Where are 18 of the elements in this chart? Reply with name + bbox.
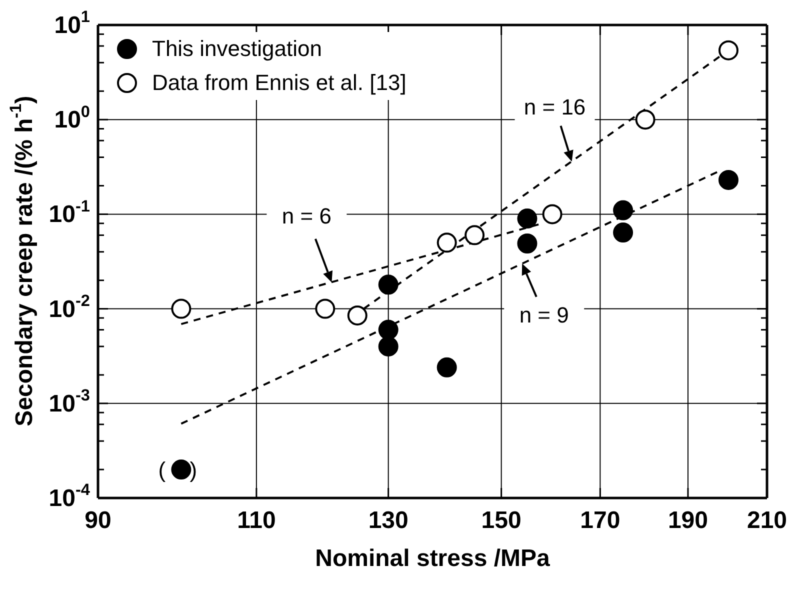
legend-label: Data from Ennis et al. [13] — [152, 70, 406, 96]
x-tick-label: 190 — [668, 507, 708, 534]
x-tick-label: 110 — [237, 507, 276, 534]
y-tick-label: 10$^{1}$ — [54, 8, 90, 39]
x-tick-label: 150 — [481, 507, 522, 534]
annotation: ( ) — [158, 458, 206, 483]
annotation: n = 16 — [524, 94, 586, 120]
x-tick-label: 130 — [368, 507, 408, 534]
x-tick-label: 170 — [580, 507, 620, 534]
annotation: n = 6 — [282, 203, 332, 228]
y-tick-label: 10$^{0}$ — [54, 102, 90, 134]
legend-label: This investigation — [152, 36, 322, 62]
y-tick-label: 10$^{-3}$ — [48, 386, 90, 418]
x-axis-title: Nominal stress /MPa — [315, 545, 551, 572]
annotation: n = 9 — [519, 302, 569, 328]
y-tick-label: 10$^{-1}$ — [48, 197, 90, 228]
y-tick-label: 10$^{-2}$ — [48, 292, 90, 323]
x-tick-label: 210 — [746, 507, 788, 534]
